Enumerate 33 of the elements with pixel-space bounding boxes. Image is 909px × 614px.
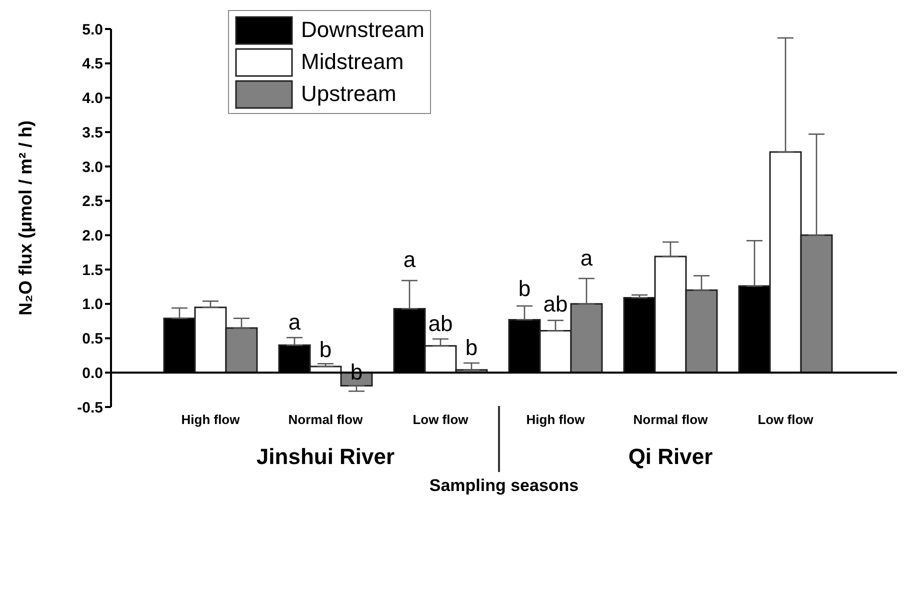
x-tick-label: High flow: [181, 412, 241, 428]
text: Jinshui River: [255, 444, 396, 470]
legend-label: Upstream: [301, 81, 396, 107]
data-label: a: [580, 245, 594, 270]
x-axis-title: Sampling seasons: [428, 476, 580, 496]
y-tick-label: 0.0: [82, 364, 103, 382]
y-tick-label: 3.0: [82, 158, 103, 176]
data-label: a: [288, 310, 302, 335]
y-tick-label: 3.5: [82, 124, 103, 142]
data-label: a: [403, 246, 416, 272]
data-label: ab: [543, 292, 568, 317]
y-tick-label: 4.0: [82, 90, 103, 108]
legend-label: Downstream: [301, 17, 424, 43]
text: Qi River: [627, 444, 714, 470]
data-label: b: [518, 276, 531, 302]
x-tick-label: Normal flow: [288, 412, 364, 428]
y-tick-label: 2.5: [82, 193, 103, 210]
data-label: b: [465, 335, 478, 360]
x-tick-label: High flow: [526, 412, 586, 428]
y-tick-label: 5.0: [82, 21, 103, 38]
x-tick-label: Normal flow: [633, 412, 709, 428]
x-tick-label: Low flow: [412, 412, 470, 428]
y-tick-label: -0.5: [77, 399, 103, 416]
y-axis-title: N₂O flux (μmol / m² / h): [15, 120, 36, 316]
x-tick-label: Low flow: [758, 412, 814, 428]
legend-label: Midstream: [301, 49, 404, 75]
y-tick-label: 1.0: [82, 296, 103, 314]
y-tick-label: 0.5: [82, 330, 103, 348]
y-tick-label: 2.0: [82, 228, 103, 245]
data-label: ab: [428, 311, 453, 336]
data-label: b: [319, 336, 332, 362]
y-tick-label: 1.5: [82, 262, 103, 279]
y-tick-label: 4.5: [82, 56, 103, 73]
